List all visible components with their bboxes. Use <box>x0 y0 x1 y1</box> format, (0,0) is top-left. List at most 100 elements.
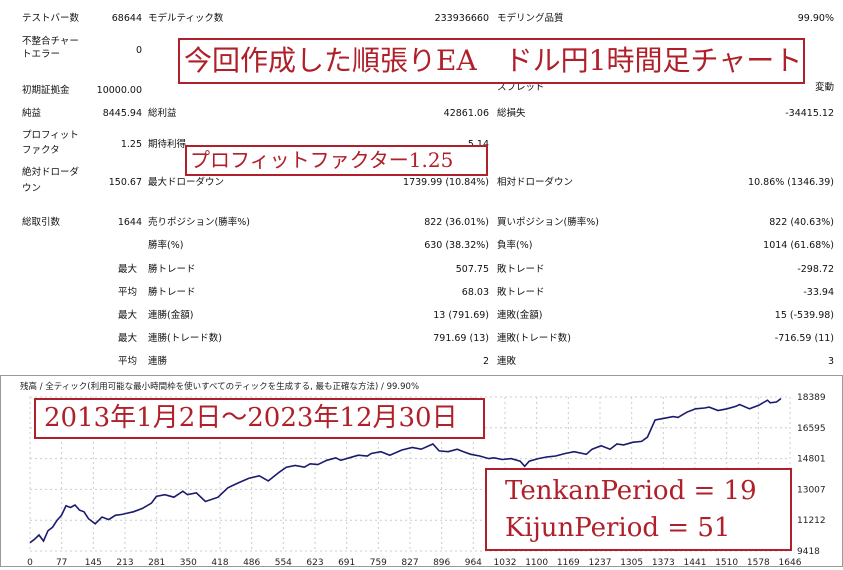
x-tick-label: 486 <box>243 558 260 567</box>
label-avg-win: 勝トレード <box>148 287 196 298</box>
x-tick-label: 145 <box>85 558 102 567</box>
value-gross-profit: 42861.06 <box>443 108 489 119</box>
label-net-profit: 純益 <box>22 108 42 119</box>
value-consec-wins-money: 13 (791.69) <box>433 310 489 321</box>
y-tick-label: 13007 <box>797 485 826 495</box>
y-tick-label: 18389 <box>797 393 826 403</box>
label-short-positions: 売りポジション(勝率%) <box>148 217 250 228</box>
value-model-ticks: 233936660 <box>434 13 489 24</box>
params-overlay: TenkanPeriod = 19 KijunPeriod = 51 <box>485 468 792 551</box>
value-avg-consec-losses: 3 <box>827 356 834 367</box>
value-max-loss: -298.72 <box>797 264 834 275</box>
x-tick-label: 759 <box>370 558 387 567</box>
value-gross-loss: -34415.12 <box>785 108 834 119</box>
prefix-max-3: 最大 <box>118 333 138 344</box>
value-profit-factor: 1.25 <box>120 139 142 150</box>
value-test-bars: 68644 <box>111 13 142 24</box>
label-consec-wins-count: 連勝(トレード数) <box>148 333 222 344</box>
value-max-drawdown: 1739.99 (10.84%) <box>403 177 489 188</box>
label-rel-drawdown: 相対ドローダウン <box>497 177 574 188</box>
label-avg-consec-losses: 連敗 <box>497 356 517 367</box>
x-tick-label: 1441 <box>684 558 707 567</box>
x-tick-label: 554 <box>275 558 292 567</box>
prefix-max-1: 最大 <box>118 264 138 275</box>
value-mismatch: 0 <box>135 45 142 56</box>
prefix-avg-2: 平均 <box>118 356 138 367</box>
x-tick-label: 1237 <box>589 558 612 567</box>
value-avg-loss: -33.94 <box>803 287 834 298</box>
label-test-bars: テストバー数 <box>22 13 80 24</box>
x-tick-label: 77 <box>56 558 67 567</box>
x-tick-label: 1646 <box>779 558 802 567</box>
label-loss-rate: 負率(%) <box>497 240 533 251</box>
x-tick-label: 896 <box>433 558 450 567</box>
value-consec-losses-money: 15 (-539.98) <box>774 310 834 321</box>
value-avg-win: 68.03 <box>461 287 489 298</box>
label-avg-loss: 敗トレード <box>497 287 545 298</box>
value-net-profit: 8445.94 <box>102 108 142 119</box>
period-overlay: 2013年1月2日～2023年12月30日 <box>34 398 485 439</box>
label-model-ticks: モデルティック数 <box>148 13 224 24</box>
value-abs-drawdown: 150.67 <box>108 177 142 188</box>
label-profit-factor-2: ファクタ <box>22 145 60 156</box>
label-win-rate: 勝率(%) <box>148 240 184 251</box>
label-consec-losses-money: 連敗(金額) <box>497 310 543 321</box>
label-total-trades: 総取引数 <box>22 217 61 228</box>
label-max-win: 勝トレード <box>148 264 196 275</box>
label-abs-drawdown-2: ウン <box>22 183 42 194</box>
y-tick-label: 9418 <box>797 547 820 557</box>
value-avg-consec-wins: 2 <box>482 356 489 367</box>
label-spread: スプレッド <box>497 82 545 93</box>
x-tick-label: 418 <box>211 558 228 567</box>
label-long-positions: 買いポジション(勝率%) <box>497 217 599 228</box>
value-loss-rate: 1014 (61.68%) <box>763 240 834 251</box>
x-tick-label: 964 <box>465 558 482 567</box>
value-win-rate: 630 (38.32%) <box>424 240 489 251</box>
value-max-win: 507.75 <box>455 264 489 275</box>
x-tick-label: 1373 <box>652 558 675 567</box>
label-consec-losses-count: 連敗(トレード数) <box>497 333 571 344</box>
label-mismatch-1: 不整合チャー <box>22 36 79 47</box>
label-profit-factor-1: プロフィット <box>22 130 79 141</box>
x-tick-label: 281 <box>148 558 165 567</box>
prefix-avg-1: 平均 <box>118 287 138 298</box>
profit-factor-overlay: プロフィットファクター1.25 <box>185 145 488 176</box>
x-tick-label: 213 <box>116 558 133 567</box>
value-expected-payoff: 5.14 <box>440 139 489 151</box>
label-gross-profit: 総利益 <box>148 108 177 119</box>
param-kijun: KijunPeriod = 51 <box>505 513 731 543</box>
value-consec-wins-count: 791.69 (13) <box>433 333 489 344</box>
x-tick-label: 1169 <box>557 558 580 567</box>
x-tick-label: 827 <box>401 558 418 567</box>
label-model-quality: モデリング品質 <box>497 13 564 24</box>
label-initial-deposit: 初期証拠金 <box>22 85 70 96</box>
x-tick-label: 1100 <box>525 558 548 567</box>
balance-line <box>29 397 782 544</box>
x-tick-label: 1510 <box>715 558 738 567</box>
value-long-positions: 822 (40.63%) <box>769 217 834 228</box>
param-tenkan: TenkanPeriod = 19 <box>505 476 757 506</box>
label-avg-consec-wins: 連勝 <box>148 356 168 367</box>
x-tick-label: 691 <box>338 558 355 567</box>
value-spread: 変動 <box>814 82 834 93</box>
x-tick-label: 0 <box>27 558 33 567</box>
label-max-drawdown: 最大ドローダウン <box>148 177 225 188</box>
x-tick-label: 350 <box>180 558 197 567</box>
prefix-max-2: 最大 <box>118 310 138 321</box>
value-rel-drawdown: 10.86% (1346.39) <box>748 177 834 188</box>
y-tick-label: 14801 <box>797 455 826 465</box>
x-tick-label: 1578 <box>747 558 770 567</box>
value-consec-losses-count: -716.59 (11) <box>774 333 834 344</box>
x-tick-label: 1305 <box>620 558 643 567</box>
label-abs-drawdown-1: 絶対ドローダ <box>22 167 80 178</box>
value-initial-deposit: 10000.00 <box>96 85 142 96</box>
value-total-trades: 1644 <box>117 217 142 228</box>
label-gross-loss: 総損失 <box>497 108 526 119</box>
chart-header: 残高 / 全ティック(利用可能な最小時間枠を使いすべてのティックを生成する, 最… <box>20 382 420 392</box>
value-model-quality: 99.90% <box>797 13 834 24</box>
label-expected-payoff: 期待利得 <box>148 139 187 150</box>
x-tick-label: 623 <box>306 558 323 567</box>
label-mismatch-2: トエラー <box>22 49 61 60</box>
x-tick-label: 1032 <box>494 558 517 567</box>
label-consec-wins-money: 連勝(金額) <box>148 310 194 321</box>
